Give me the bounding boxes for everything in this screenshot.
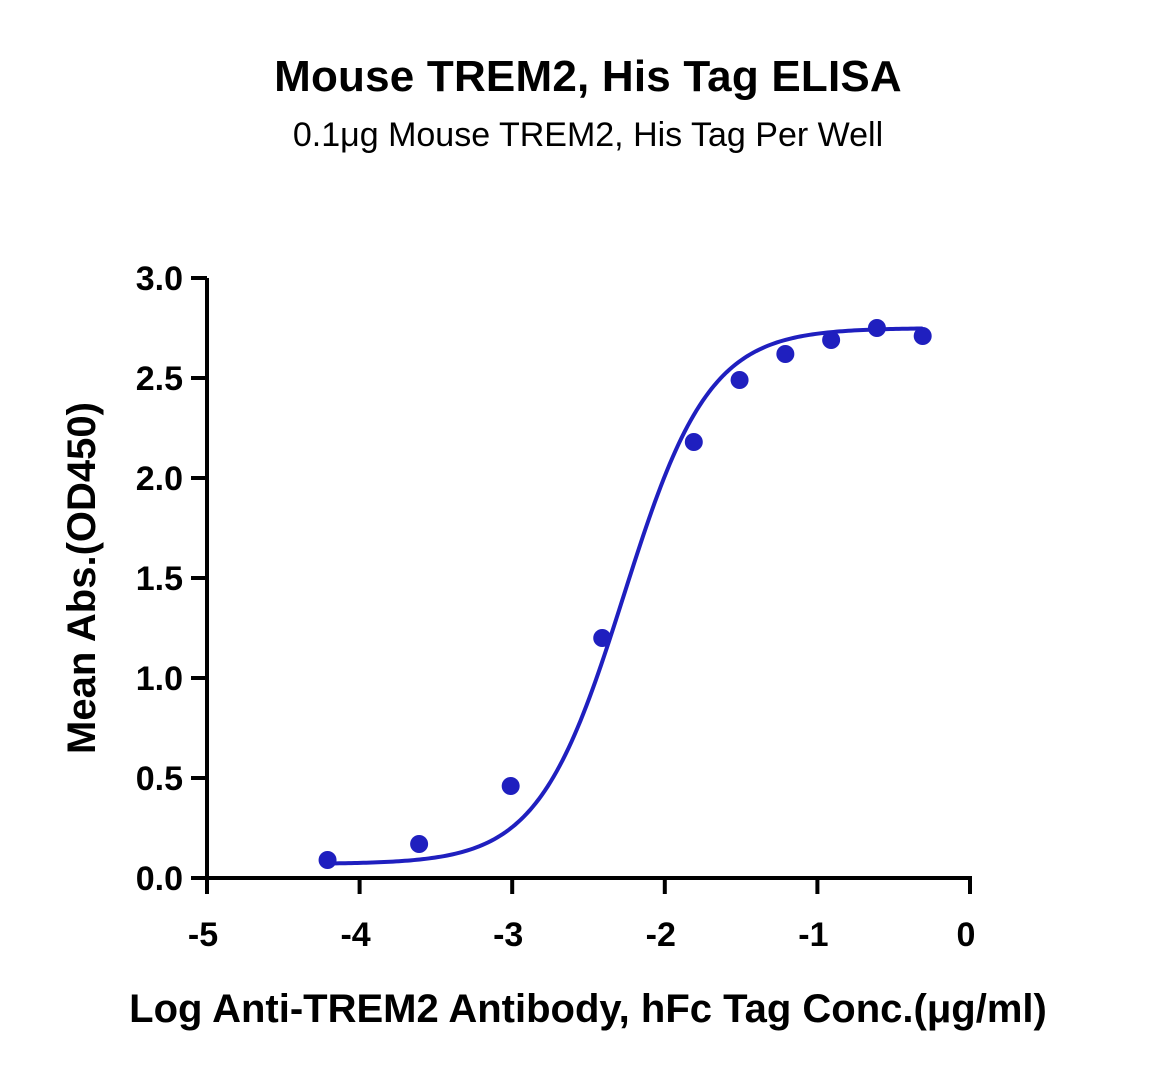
y-tick-label: 2.0 [136, 460, 183, 498]
y-tick-label: 0.0 [136, 860, 183, 898]
x-tick-label: -4 [340, 916, 370, 954]
y-tick-label: 1.5 [136, 560, 183, 598]
y-tick-label: 2.5 [136, 360, 183, 398]
y-tick-label: 1.0 [136, 660, 183, 698]
data-point [410, 835, 429, 853]
data-point [913, 327, 932, 345]
data-point [593, 629, 612, 647]
fit-curve [327, 326, 923, 866]
y-tick-label: 0.5 [136, 760, 183, 798]
chart-title: Mouse TREM2, His Tag ELISA [274, 52, 902, 101]
data-point [684, 433, 703, 451]
x-tick-label: -3 [493, 916, 523, 954]
axes: -5 -4 -3 -2 -1 0 0.0 0.5 1.0 1.5 2.0 2.5 3.0 [136, 260, 976, 954]
x-axis-title: Log Anti-TREM2 Antibody, hFc Tag Conc.(μ… [129, 987, 1047, 1031]
data-point [867, 319, 886, 337]
chart-subtitle: 0.1μg Mouse TREM2, His Tag Per Well [292, 116, 884, 154]
x-tick-label: -5 [188, 916, 218, 954]
data-point [730, 371, 749, 389]
y-axis-title: Mean Abs.(OD450) [60, 402, 104, 754]
data-point [501, 777, 520, 795]
x-tick-label: 0 [957, 916, 976, 954]
fit-curve-layer [327, 326, 923, 866]
data-point [318, 851, 337, 869]
x-tick-label: -1 [798, 916, 828, 954]
data-point [776, 345, 795, 363]
data-point [822, 331, 841, 349]
x-tick-label: -2 [646, 916, 676, 954]
y-tick-label: 3.0 [136, 260, 183, 298]
data-points-layer [318, 319, 932, 869]
